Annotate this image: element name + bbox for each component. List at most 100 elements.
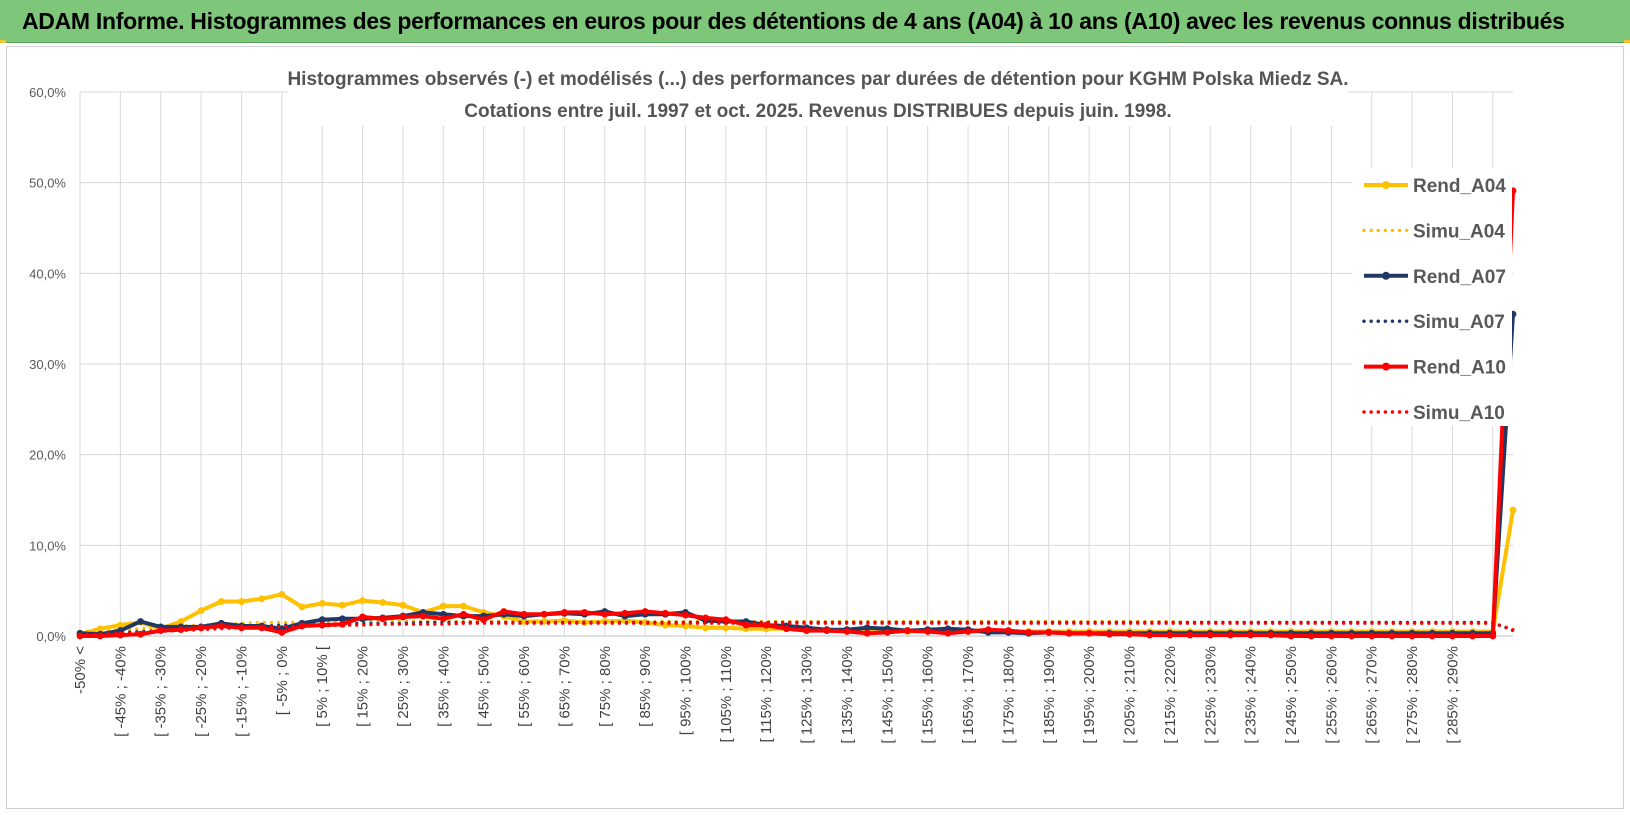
data-point-rend-a04: [258, 595, 266, 603]
x-tick-label: [ 85% ; 90%: [637, 646, 654, 727]
legend-label-rend-a10: Rend_A10: [1413, 358, 1506, 379]
data-point-rend-a07: [137, 618, 144, 625]
report-title: ADAM Informe. Histogrammes des performan…: [22, 8, 1565, 34]
x-tick-label: [ 195% ; 200%: [1081, 646, 1098, 744]
x-tick-label: [ 25% ; 30%: [395, 646, 412, 727]
x-tick-label: [ 225% ; 230%: [1202, 646, 1219, 744]
legend-label-simu-a04: Simu_A04: [1413, 221, 1505, 242]
x-tick-label: [ -45% ; -40%: [112, 646, 129, 737]
y-tick-label: 10,0%: [29, 538, 66, 553]
series-lines: [76, 187, 1517, 640]
data-point-rend-a10: [76, 632, 84, 640]
x-tick-label: [ 285% ; 290%: [1444, 646, 1461, 744]
data-point-rend-a04: [702, 624, 710, 632]
x-tick-label: [ 205% ; 210%: [1122, 646, 1139, 744]
data-point-rend-a10: [1166, 631, 1174, 639]
chart-frame: [6, 46, 1624, 809]
data-point-rend-a10: [621, 609, 629, 617]
data-point-rend-a10: [843, 628, 851, 635]
x-tick-label: [ 215% ; 220%: [1162, 646, 1179, 744]
data-point-rend-a04: [278, 590, 286, 598]
data-point-rend-a10: [359, 613, 366, 621]
legend-label-rend-a04: Rend_A04: [1413, 176, 1506, 197]
data-point-rend-a10: [661, 609, 669, 617]
report-banner: ADAM Informe. Histogrammes des performan…: [0, 0, 1630, 43]
data-point-rend-a07: [318, 616, 326, 624]
data-point-rend-a10: [924, 628, 932, 635]
series-line-simu-a10: [78, 621, 1515, 636]
legend-marker-rend-a10: [1382, 362, 1390, 371]
x-tick-label: [ 45% ; 50%: [476, 646, 493, 727]
data-point-rend-a10: [601, 610, 609, 618]
x-tick-label: [ 175% ; 180%: [1000, 646, 1017, 744]
data-point-rend-a10: [803, 627, 810, 634]
y-tick-label: 30,0%: [29, 357, 66, 372]
data-point-rend-a04: [217, 598, 225, 605]
data-point-rend-a10: [379, 615, 387, 623]
x-tick-label: [ -5% ; 0%: [274, 646, 291, 715]
data-point-rend-a10: [904, 627, 911, 634]
data-point-rend-a10: [137, 630, 144, 638]
data-point-rend-a10: [1469, 632, 1477, 640]
x-tick-label: -50% <: [72, 646, 89, 694]
data-point-rend-a10: [278, 628, 286, 636]
x-tick-label: [ 165% ; 170%: [960, 646, 977, 744]
data-point-rend-a04: [338, 601, 346, 609]
data-point-rend-a10: [863, 629, 871, 637]
y-tick-label: 20,0%: [29, 448, 66, 463]
data-point-rend-a07: [863, 624, 871, 632]
data-point-rend-a10: [1126, 630, 1133, 638]
data-point-rend-a10: [722, 616, 730, 624]
x-tick-label: [ 135% ; 140%: [839, 646, 856, 744]
data-point-rend-a10: [883, 628, 891, 636]
data-point-rend-a10: [460, 610, 467, 618]
x-tick-label: [ 245% ; 250%: [1283, 646, 1300, 744]
data-point-rend-a10: [1348, 632, 1355, 640]
data-point-rend-a10: [399, 613, 407, 621]
data-point-rend-a10: [439, 615, 447, 623]
x-tick-label: [ 125% ; 130%: [799, 646, 816, 744]
data-point-rend-a10: [480, 616, 488, 624]
x-tick-label: [ 5% ; 10% [: [314, 645, 331, 727]
data-point-rend-a10: [1105, 630, 1113, 638]
data-point-rend-a04: [399, 601, 407, 609]
data-point-rend-a04: [379, 599, 387, 606]
data-point-rend-a10: [1206, 631, 1214, 639]
data-point-rend-a10: [581, 609, 588, 616]
data-point-rend-a10: [1428, 632, 1436, 640]
legend-marker-rend-a07: [1382, 271, 1390, 280]
series-line-rend-a10: [80, 190, 1515, 638]
data-point-rend-a10: [702, 614, 710, 622]
data-point-rend-a04: [238, 598, 245, 605]
data-point-rend-a10: [540, 610, 548, 618]
x-tick-label: [ 155% ; 160%: [920, 646, 937, 744]
data-point-rend-a10: [560, 609, 568, 616]
data-point-rend-a10: [520, 610, 528, 618]
data-point-rend-a10: [1287, 632, 1295, 640]
legend-marker-rend-a04: [1382, 181, 1390, 189]
data-point-rend-a10: [419, 612, 427, 620]
data-point-rend-a04: [116, 621, 124, 629]
x-tick-label: [ 115% ; 120%: [758, 646, 775, 742]
x-tick-label: [ 145% ; 150%: [879, 646, 896, 744]
data-point-rend-a04: [439, 602, 447, 610]
data-point-rend-a04: [359, 597, 366, 605]
x-axis-ticks: -50% < [ -45% ; -40% [ -35% ; -30% [ -25% ;…: [72, 645, 1461, 743]
data-point-rend-a04: [177, 618, 185, 625]
data-point-rend-a10: [1227, 631, 1234, 639]
x-tick-label: [ -25% ; -20%: [193, 646, 210, 737]
data-point-rend-a10: [1408, 632, 1416, 640]
data-point-rend-a04: [1509, 506, 1517, 514]
legend-label-rend-a07: Rend_A07: [1413, 267, 1506, 288]
gridlines: [79, 91, 1513, 637]
x-tick-label: [ 235% ; 240%: [1243, 646, 1260, 744]
data-point-rend-a10: [1025, 628, 1033, 636]
chart-title-line-1: Histogrammes observés (-) et modélisés (…: [287, 69, 1348, 90]
x-tick-label: [ 265% ; 270%: [1364, 646, 1381, 744]
series-line-rend-a07: [79, 313, 1515, 637]
legend-box: [1352, 168, 1512, 426]
x-tick-label: [ 55% ; 60%: [516, 646, 533, 727]
x-tick-label: [ -35% ; -30%: [153, 646, 170, 737]
x-tick-label: [ 75% ; 80%: [597, 646, 614, 727]
